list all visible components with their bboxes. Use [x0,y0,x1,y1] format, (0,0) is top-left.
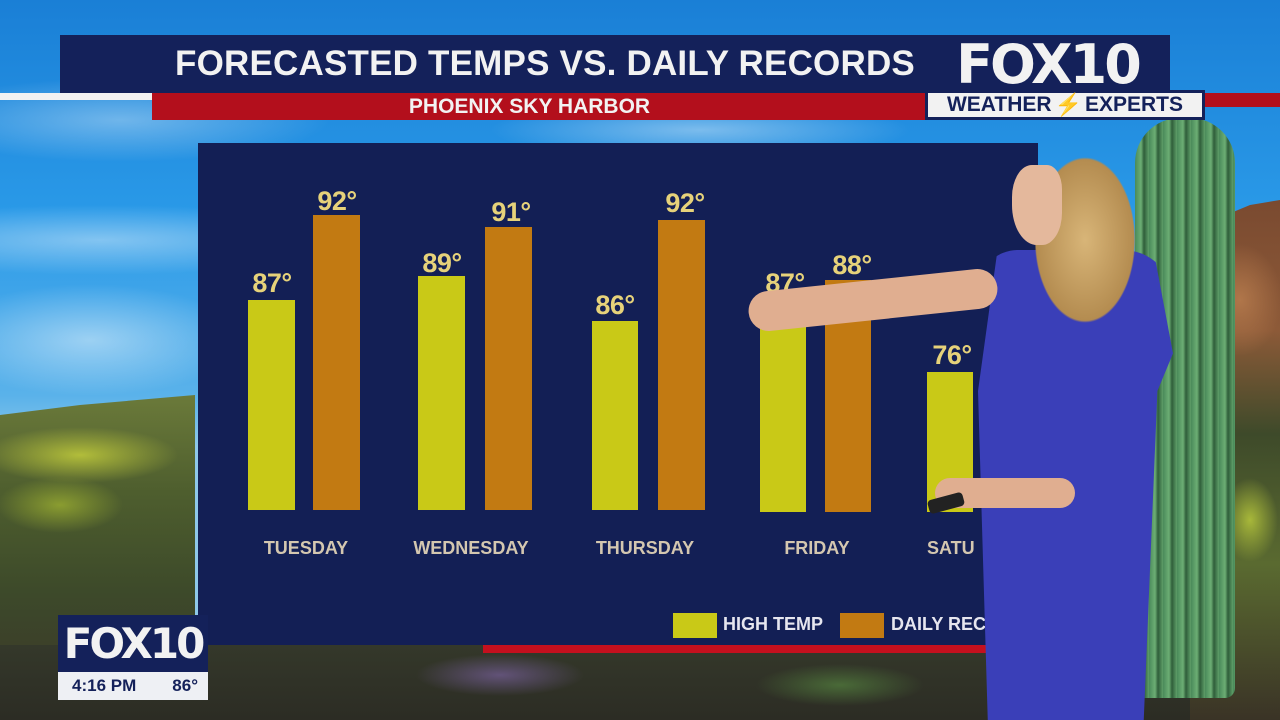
bar-high-tuesday [248,300,295,510]
tagline-right: EXPERTS [1084,93,1184,116]
label-high-thursday: 86° [595,290,635,320]
legend-label-record: DAILY REC [891,614,987,634]
location-text: PHOENIX SKY HARBOR [408,94,651,118]
bar-high-wednesday [418,276,465,510]
tagline-left: WEATHER [946,93,1052,116]
day-thursday: THURSDAY [595,538,695,558]
day-tuesday: TUESDAY [263,538,349,558]
legend-label-high: HIGH TEMP [723,614,824,634]
legend-swatch-high [673,613,717,638]
chart-title: FORECASTED TEMPS VS. DAILY RECORDS [175,44,915,83]
bug-logo-text: FOX10 [63,619,206,668]
presenter-face [1012,165,1062,245]
bar-record-thursday [658,220,705,510]
panel-red-accent [483,645,1038,653]
day-friday: FRIDAY [784,538,850,558]
header-red-accent [1200,93,1280,107]
label-high-wednesday: 89° [422,248,462,278]
label-record-tuesday: 92° [317,186,357,216]
bar-record-tuesday [313,215,360,510]
location-subtitle: PHOENIX SKY HARBOR [152,93,927,120]
station-bug-info: 4:16 PM 86° [58,672,208,700]
label-record-wednesday: 91° [491,197,531,227]
bar-record-wednesday [485,227,532,510]
bar-high-friday [760,305,806,512]
label-high-saturday: 76° [932,340,972,370]
legend-swatch-record [840,613,884,638]
station-bug-logo: FOX10 [58,615,208,672]
bug-time: 4:16 PM [72,676,137,695]
bug-temp: 86° [172,676,198,695]
label-record-thursday: 92° [665,188,705,218]
day-saturday: SATU [927,538,975,558]
station-logo: FOX10 [925,32,1170,96]
weather-experts-tag: WEATHER ⚡ EXPERTS [925,90,1205,120]
logo-text: FOX10 [956,32,1142,96]
label-record-friday: 88° [832,250,872,280]
label-high-tuesday: 87° [252,268,292,298]
lightning-bolt-icon: ⚡ [1054,92,1082,117]
day-wednesday: WEDNESDAY [413,538,529,558]
header-accent-line [0,93,152,100]
bar-high-thursday [592,321,638,510]
